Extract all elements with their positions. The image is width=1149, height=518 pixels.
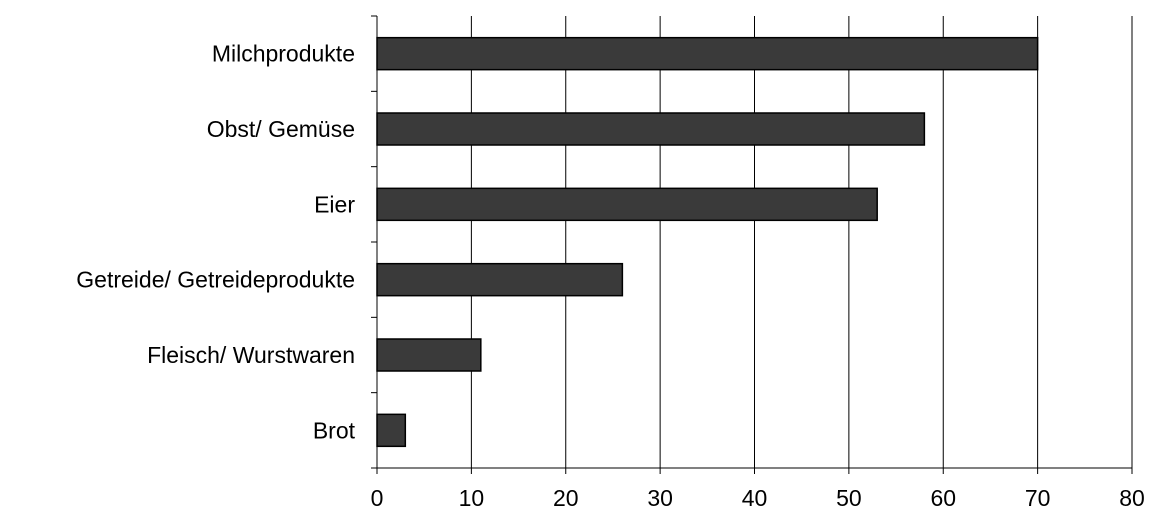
bar-5	[376, 413, 407, 448]
category-label-4: Fleisch/ Wurstwaren	[147, 342, 355, 368]
bar-2	[376, 187, 878, 222]
x-tick-label-20: 20	[553, 485, 579, 511]
category-label-2: Eier	[314, 191, 355, 217]
category-label-0: Milchprodukte	[212, 41, 355, 67]
tick-labels: 0 10 20 30 40 50 60 70 80	[371, 485, 1145, 511]
x-tick-label-10: 10	[459, 485, 485, 511]
bar-4	[376, 338, 482, 372]
x-tick-label-0: 0	[371, 485, 384, 511]
gridlines	[371, 15, 1133, 474]
x-tick-label-40: 40	[742, 485, 768, 511]
category-labels: Milchprodukte Obst/ Gemüse Eier Getreide/ G…	[76, 41, 355, 444]
axes	[376, 16, 1132, 469]
x-tick-label-80: 80	[1119, 485, 1145, 511]
x-tick-label-70: 70	[1025, 485, 1051, 511]
bar-0	[376, 36, 1039, 71]
bar-1	[376, 112, 926, 146]
category-label-3: Getreide/ Getreideprodukte	[76, 267, 355, 293]
category-label-1: Obst/ Gemüse	[207, 116, 355, 142]
bars	[376, 36, 1039, 448]
category-label-5: Brot	[313, 417, 356, 443]
x-tick-label-30: 30	[647, 485, 673, 511]
x-tick-label-60: 60	[930, 485, 956, 511]
x-tick-label-50: 50	[836, 485, 862, 511]
bar-3	[376, 262, 624, 297]
